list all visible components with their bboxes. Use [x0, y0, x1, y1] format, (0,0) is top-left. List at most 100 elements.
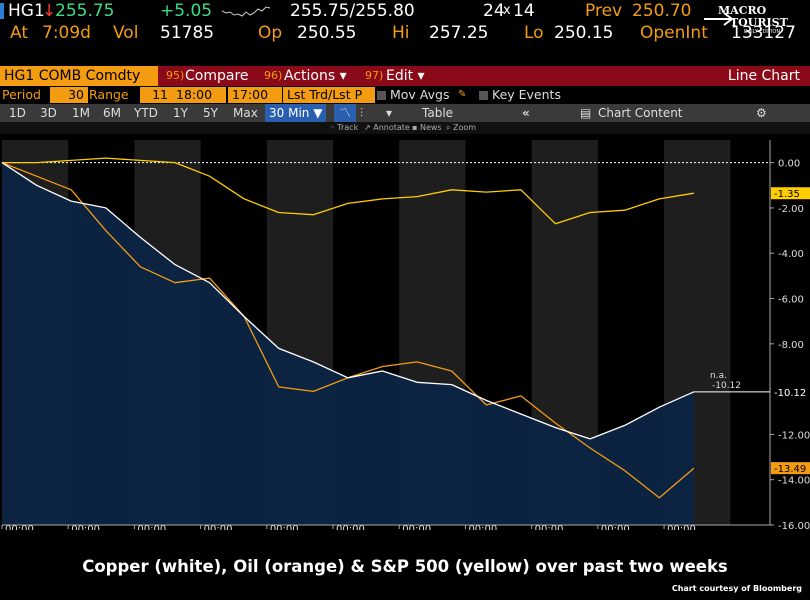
y-tick-label: -16.00: [778, 521, 810, 530]
settings-bar: Period 30 Range 11 18:00 - 17:00 Lst Trd…: [0, 86, 810, 104]
oil-end-label-box: [771, 462, 810, 475]
tool-strip: ◦ Track ↗ Annotate ▪ News ⌕ Zoom: [0, 122, 810, 134]
security-field[interactable]: HG1 COMB Comdty: [0, 66, 158, 86]
mov-avgs-label: Mov Avgs: [390, 87, 450, 102]
oil-end-label: -13.49: [774, 464, 806, 475]
news-tool[interactable]: ▪ News: [412, 123, 442, 132]
zoom-tool[interactable]: ⌕ Zoom: [446, 123, 477, 132]
chart-type-title: Line Chart: [727, 68, 800, 84]
last-time: 7:09d: [42, 23, 91, 43]
dropdown-arrow-icon[interactable]: ▾: [386, 106, 393, 120]
range-max-button[interactable]: Max: [233, 106, 258, 120]
edit-menu[interactable]: Edit ▾: [386, 68, 425, 84]
price-mode-select[interactable]: Lst Trd/Lst P: [283, 87, 375, 103]
annotation-line-2: -10.12: [712, 381, 741, 391]
copper-series-line[interactable]: [1, 162, 695, 440]
low-value: 250.15: [554, 23, 614, 43]
range-5y-button[interactable]: 5Y: [203, 106, 218, 120]
x-tick-time: 00:00: [71, 524, 100, 530]
sparkline-icon: [222, 6, 271, 17]
pencil-icon[interactable]: ✎: [458, 89, 467, 100]
period-input[interactable]: 30: [50, 87, 88, 103]
high-label: Hi: [392, 23, 410, 43]
sp500-end-label: -1.35: [774, 189, 800, 200]
range-1y-button[interactable]: 1Y: [173, 106, 188, 120]
focus-marker: [0, 3, 4, 19]
open-label: Op: [258, 23, 283, 43]
range-3d-button[interactable]: 3D: [40, 106, 57, 120]
compare-button[interactable]: Compare: [185, 68, 249, 84]
table-button[interactable]: Table: [422, 106, 454, 120]
range-1d-button[interactable]: 1D: [9, 106, 26, 120]
track-label: Track: [337, 123, 359, 132]
track-tool[interactable]: ◦ Track: [330, 123, 359, 132]
line-chart-icon[interactable]: 〽: [334, 104, 356, 122]
edit-hotkey: 97): [365, 69, 384, 82]
y-tick-label: -12.00: [778, 430, 810, 441]
open-interest-value: 133127: [731, 23, 796, 43]
collapse-icon[interactable]: «: [522, 106, 530, 120]
key-events-toggle[interactable]: Key Events: [479, 87, 561, 103]
y-tick-label: -8.00: [778, 340, 804, 351]
zoom-label: Zoom: [453, 123, 477, 132]
y-tick-label: -14.00: [778, 476, 810, 487]
arrow-logo-icon: [704, 12, 734, 26]
range-ytd-button[interactable]: YTD: [134, 106, 158, 120]
line-chart[interactable]: 0.00-2.00-4.00-6.00-8.00-10.00-12.00-14.…: [0, 134, 810, 530]
sp500-series-line[interactable]: [2, 157, 695, 225]
annotate-label: Annotate: [373, 123, 410, 132]
chart-content-icon: ▤: [580, 106, 592, 120]
at-label: At: [10, 23, 28, 43]
ticker-symbol[interactable]: HG1: [8, 1, 45, 21]
y-tick-label: -4.00: [778, 249, 804, 260]
x-tick-time: 00:00: [204, 524, 233, 530]
range-start-input[interactable]: 18:00: [172, 87, 226, 103]
copper-end-label-box: [771, 385, 810, 398]
logo-text-macro: MACRO: [718, 4, 767, 17]
ask-size: 14: [513, 1, 535, 21]
range-1m-button[interactable]: 1M: [72, 106, 90, 120]
bid-size: 24: [483, 1, 505, 21]
key-events-label: Key Events: [492, 87, 561, 102]
news-label: News: [419, 123, 442, 132]
period-label: Period: [2, 87, 41, 102]
range-end-input[interactable]: 17:00: [228, 87, 282, 103]
range-6m-button[interactable]: 6M: [103, 106, 121, 120]
actions-hotkey: 96): [264, 69, 283, 82]
key-events-checkbox[interactable]: [479, 91, 488, 100]
actions-menu[interactable]: Actions ▾: [284, 68, 347, 84]
x-tick-time: 00:00: [667, 524, 696, 530]
mov-avgs-toggle[interactable]: Mov Avgs: [377, 87, 449, 103]
bar-chart-icon[interactable]: ⫶: [360, 106, 364, 120]
open-interest-label: OpenInt: [640, 23, 708, 43]
logo-text-tourist: TOURIST: [730, 16, 788, 29]
size-separator: x: [503, 3, 511, 18]
prev-value: 250.70: [632, 1, 692, 21]
ticker-row-2: At 7:09d Vol 51785 Op 250.55 Hi 257.25 L…: [0, 22, 810, 44]
low-label: Lo: [524, 23, 544, 43]
macro-tourist-logo: MACRO TOURIST DAILY EDITION: [704, 4, 802, 38]
annotate-tool[interactable]: ↗ Annotate: [364, 123, 410, 132]
x-tick-time: 00:00: [601, 524, 630, 530]
volume-label: Vol: [113, 23, 139, 43]
chart-caption: Copper (white), Oil (orange) & S&P 500 (…: [82, 557, 728, 576]
copper-area: [2, 162, 694, 525]
compare-hotkey: 95): [166, 69, 185, 82]
x-tick-time: 00:00: [468, 524, 497, 530]
settings-gear-icon[interactable]: ⚙: [756, 106, 767, 120]
x-tick-time: 00:00: [5, 524, 34, 530]
down-arrow-icon: ↓: [42, 1, 57, 21]
price-change: +5.05: [160, 1, 213, 21]
chart-content-button[interactable]: Chart Content: [598, 106, 683, 120]
range-input[interactable]: 11: [140, 87, 172, 103]
x-tick-time: 00:00: [535, 524, 564, 530]
chart-toolbar: 1D 3D 1M 6M YTD 1Y 5Y Max 30 Min ▼ 〽 ⫶ ▾…: [0, 104, 810, 122]
x-tick-time: 00:00: [270, 524, 299, 530]
range-dash: -: [221, 87, 226, 102]
mov-avgs-checkbox[interactable]: [377, 91, 386, 100]
high-value: 257.25: [429, 23, 489, 43]
y-tick-label: 0.00: [778, 159, 800, 170]
interval-select[interactable]: 30 Min ▼: [265, 104, 327, 122]
y-tick-label: -6.00: [778, 295, 804, 306]
x-tick-time: 00:00: [137, 524, 166, 530]
